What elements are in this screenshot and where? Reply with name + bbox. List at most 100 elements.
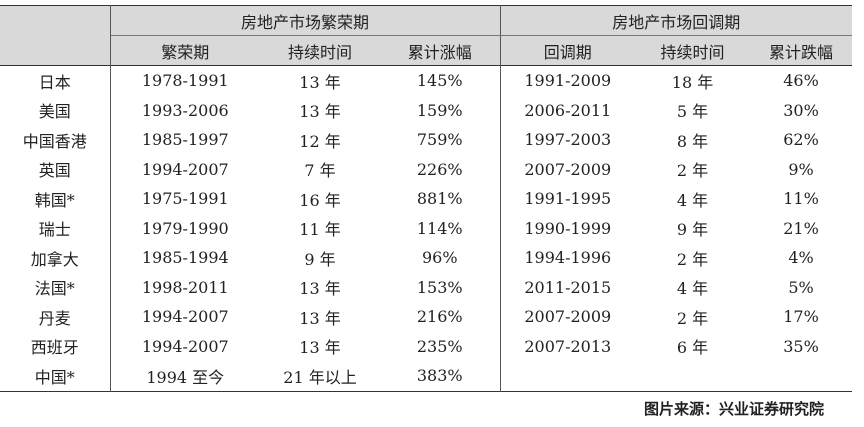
table-cell: 5 年 bbox=[676, 102, 709, 122]
column-header: 累计涨幅 bbox=[380, 35, 501, 66]
table-row: 日本 1978-1991 13 年 145% 1991-2009 18 年 46% bbox=[0, 65, 852, 96]
row-label: 瑞士 bbox=[0, 213, 111, 243]
table-cell: 30% bbox=[783, 100, 819, 120]
group-header: 房地产市场繁荣期 bbox=[110, 5, 501, 36]
table-cell: 12 年 bbox=[299, 131, 341, 151]
table-cell: 2 年 bbox=[676, 161, 709, 181]
table-cell: 1985-1994 bbox=[141, 248, 229, 268]
table-cell: 96% bbox=[380, 243, 501, 273]
table-cell: 62% bbox=[783, 130, 819, 150]
row-label: 日本 bbox=[0, 65, 111, 96]
table-cell: 1990-1999 bbox=[524, 218, 612, 238]
table-cell: 13 年 bbox=[299, 102, 341, 122]
table-cell: 1994-2007 bbox=[141, 307, 229, 327]
table-cell: 1978-1991 bbox=[141, 71, 229, 91]
table-cell: 1998-2011 bbox=[141, 277, 229, 297]
table-cell: 9 年 bbox=[676, 220, 709, 240]
row-label: 西班牙 bbox=[0, 331, 111, 361]
column-header: 回调期 bbox=[543, 42, 592, 62]
table-cell: 35% bbox=[783, 336, 819, 356]
empty-cell bbox=[750, 361, 852, 391]
row-label: 韩国* bbox=[0, 184, 111, 214]
table-cell: 1994 至今 bbox=[146, 367, 225, 387]
column-header: 持续时间 bbox=[287, 42, 352, 62]
table-cell: 145% bbox=[380, 65, 501, 96]
table-cell: 2006-2011 bbox=[524, 100, 612, 120]
row-label: 法国* bbox=[0, 272, 111, 302]
table-cell: 383% bbox=[380, 361, 501, 391]
table-row: 英国 1994-2007 7 年 226% 2007-2009 2 年 9% bbox=[0, 154, 852, 184]
table-cell: 1994-2007 bbox=[141, 336, 229, 356]
table-cell: 881% bbox=[380, 184, 501, 214]
table-cell: 5% bbox=[788, 277, 814, 297]
corner-cell bbox=[0, 5, 111, 66]
table-cell: 1991-1995 bbox=[524, 189, 612, 209]
table-cell: 16 年 bbox=[299, 190, 341, 210]
table-row: 加拿大 1985-1994 9 年 96% 1994-1996 2 年 4% bbox=[0, 243, 852, 273]
table-row: 瑞士 1979-1990 11 年 114% 1990-1999 9 年 21% bbox=[0, 213, 852, 243]
table-cell: 2011-2015 bbox=[524, 277, 612, 297]
table-cell: 2007-2009 bbox=[524, 159, 612, 179]
table-cell: 4 年 bbox=[676, 279, 709, 299]
table-cell: 153% bbox=[380, 272, 501, 302]
group-header: 房地产市场回调期 bbox=[500, 5, 853, 36]
row-label: 英国 bbox=[0, 154, 111, 184]
table-cell: 9% bbox=[788, 159, 814, 179]
data-table: 房地产市场繁荣期 房地产市场回调期 繁荣期 持续时间 累计涨幅 回调期 持续时间 累计跌幅… bbox=[0, 5, 853, 392]
table-cell: 1993-2006 bbox=[141, 100, 229, 120]
table-cell: 21% bbox=[783, 218, 819, 238]
table-row: 丹麦 1994-2007 13 年 216% 2007-2009 2 年 17% bbox=[0, 302, 852, 332]
column-header: 繁荣期 bbox=[161, 42, 210, 62]
table-cell: 2007-2013 bbox=[524, 336, 612, 356]
table-cell: 18 年 bbox=[671, 72, 714, 92]
empty-cell bbox=[500, 361, 635, 391]
table-cell: 216% bbox=[380, 302, 501, 332]
table-cell: 4% bbox=[788, 248, 814, 268]
table-row: 中国香港 1985-1997 12 年 759% 1997-2003 8 年 62% bbox=[0, 125, 852, 155]
table-cell: 1975-1991 bbox=[141, 189, 229, 209]
table-cell: 1979-1990 bbox=[141, 218, 229, 238]
table-cell: 21 年以上 bbox=[283, 367, 357, 387]
table-row: 美国 1993-2006 13 年 159% 2006-2011 5 年 30% bbox=[0, 95, 852, 125]
table-cell: 114% bbox=[380, 213, 501, 243]
table-cell: 11% bbox=[783, 189, 819, 209]
table-cell: 8 年 bbox=[676, 131, 709, 151]
table-cell: 46% bbox=[783, 71, 819, 91]
table-cell: 13 年 bbox=[299, 338, 341, 358]
table-cell: 226% bbox=[380, 154, 501, 184]
table-row: 韩国* 1975-1991 16 年 881% 1991-1995 4 年 11% bbox=[0, 184, 852, 214]
column-header: 持续时间 bbox=[660, 42, 725, 62]
table-cell: 2007-2009 bbox=[524, 307, 612, 327]
row-label: 美国 bbox=[0, 95, 111, 125]
row-label: 中国* bbox=[0, 361, 111, 391]
column-header: 累计跌幅 bbox=[769, 42, 834, 62]
table-cell: 759% bbox=[380, 125, 501, 155]
source-note: 图片来源：兴业证券研究院 bbox=[643, 400, 824, 418]
empty-cell bbox=[635, 361, 750, 391]
row-label: 加拿大 bbox=[0, 243, 111, 273]
row-label: 中国香港 bbox=[0, 125, 111, 155]
table-body: 日本 1978-1991 13 年 145% 1991-2009 18 年 46% 美国 199… bbox=[0, 65, 853, 391]
table-cell: 1994-1996 bbox=[524, 248, 612, 268]
table-cell: 13 年 bbox=[299, 279, 341, 299]
table-cell: 1991-2009 bbox=[524, 71, 612, 91]
table-cell: 1997-2003 bbox=[524, 130, 612, 150]
table-cell: 7 年 bbox=[304, 161, 336, 181]
table-cell: 11 年 bbox=[299, 220, 341, 240]
table-cell: 2 年 bbox=[676, 308, 709, 328]
table-cell: 1985-1997 bbox=[141, 130, 229, 150]
table-row: 西班牙 1994-2007 13 年 235% 2007-2013 6 年 35% bbox=[0, 331, 852, 361]
table-header: 房地产市场繁荣期 房地产市场回调期 繁荣期 持续时间 累计涨幅 回调期 持续时间 累计跌幅 bbox=[0, 5, 853, 66]
table-cell: 235% bbox=[380, 331, 501, 361]
table-cell: 13 年 bbox=[299, 72, 341, 92]
table-cell: 13 年 bbox=[299, 308, 341, 328]
table-row: 中国* 1994 至今 21 年以上 383% bbox=[0, 361, 852, 391]
table-cell: 4 年 bbox=[676, 190, 709, 210]
table-cell: 1994-2007 bbox=[141, 159, 229, 179]
row-label: 丹麦 bbox=[0, 302, 111, 332]
table-cell: 2 年 bbox=[676, 249, 709, 269]
table-cell: 9 年 bbox=[304, 249, 336, 269]
table-cell: 6 年 bbox=[676, 338, 709, 358]
table-cell: 17% bbox=[783, 307, 819, 327]
